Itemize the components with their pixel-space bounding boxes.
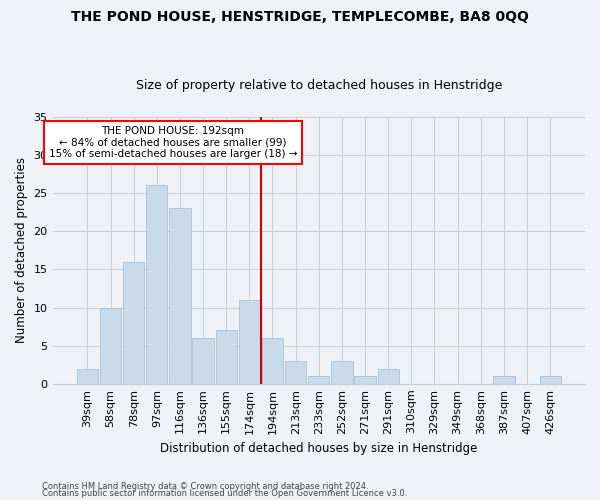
- Bar: [355, 376, 376, 384]
- Bar: [100, 308, 121, 384]
- Title: Size of property relative to detached houses in Henstridge: Size of property relative to detached ho…: [136, 79, 502, 92]
- Y-axis label: Number of detached properties: Number of detached properties: [15, 158, 28, 344]
- Bar: [123, 262, 145, 384]
- Text: THE POND HOUSE: 192sqm
← 84% of detached houses are smaller (99)
15% of semi-det: THE POND HOUSE: 192sqm ← 84% of detached…: [49, 126, 297, 159]
- Bar: [215, 330, 237, 384]
- X-axis label: Distribution of detached houses by size in Henstridge: Distribution of detached houses by size …: [160, 442, 478, 455]
- Bar: [239, 300, 260, 384]
- Bar: [77, 368, 98, 384]
- Bar: [377, 368, 399, 384]
- Bar: [262, 338, 283, 384]
- Bar: [169, 208, 191, 384]
- Bar: [193, 338, 214, 384]
- Text: THE POND HOUSE, HENSTRIDGE, TEMPLECOMBE, BA8 0QQ: THE POND HOUSE, HENSTRIDGE, TEMPLECOMBE,…: [71, 10, 529, 24]
- Bar: [285, 361, 306, 384]
- Bar: [493, 376, 515, 384]
- Bar: [308, 376, 329, 384]
- Text: Contains HM Land Registry data © Crown copyright and database right 2024.: Contains HM Land Registry data © Crown c…: [42, 482, 368, 491]
- Bar: [146, 186, 167, 384]
- Bar: [539, 376, 561, 384]
- Bar: [331, 361, 353, 384]
- Text: Contains public sector information licensed under the Open Government Licence v3: Contains public sector information licen…: [42, 490, 407, 498]
